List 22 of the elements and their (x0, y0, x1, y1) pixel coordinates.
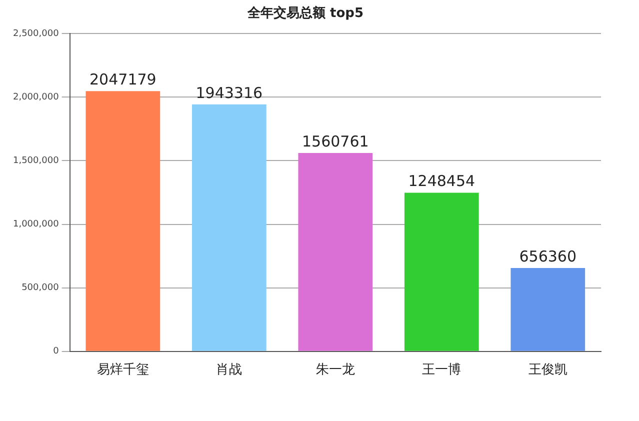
bar (86, 91, 160, 351)
y-tick-label: 500,000 (22, 283, 60, 294)
data-label: 1943316 (196, 84, 263, 102)
x-tick-label: 易烊千玺 (96, 362, 149, 378)
x-tick-label: 王一博 (422, 362, 462, 378)
data-label: 656360 (519, 247, 577, 266)
chart-title: 全年交易总额 top5 (246, 5, 364, 22)
bar (192, 104, 266, 351)
x-tick-label: 朱一龙 (316, 362, 355, 378)
y-tick-label: 2,000,000 (12, 92, 60, 103)
data-label: 2047179 (90, 70, 156, 89)
y-tick-label: 2,500,000 (12, 28, 60, 39)
x-tick-label: 肖战 (216, 362, 242, 378)
bar (510, 268, 586, 351)
y-tick-label: 0 (53, 346, 60, 357)
data-label: 1560761 (302, 132, 369, 150)
x-tick-label: 王俊凯 (528, 362, 568, 378)
bar (298, 152, 373, 351)
y-tick-label: 1,000,000 (12, 220, 60, 230)
bar (404, 192, 479, 351)
y-tick-label: 1,500,000 (12, 156, 60, 166)
data-label: 1248454 (408, 172, 476, 190)
